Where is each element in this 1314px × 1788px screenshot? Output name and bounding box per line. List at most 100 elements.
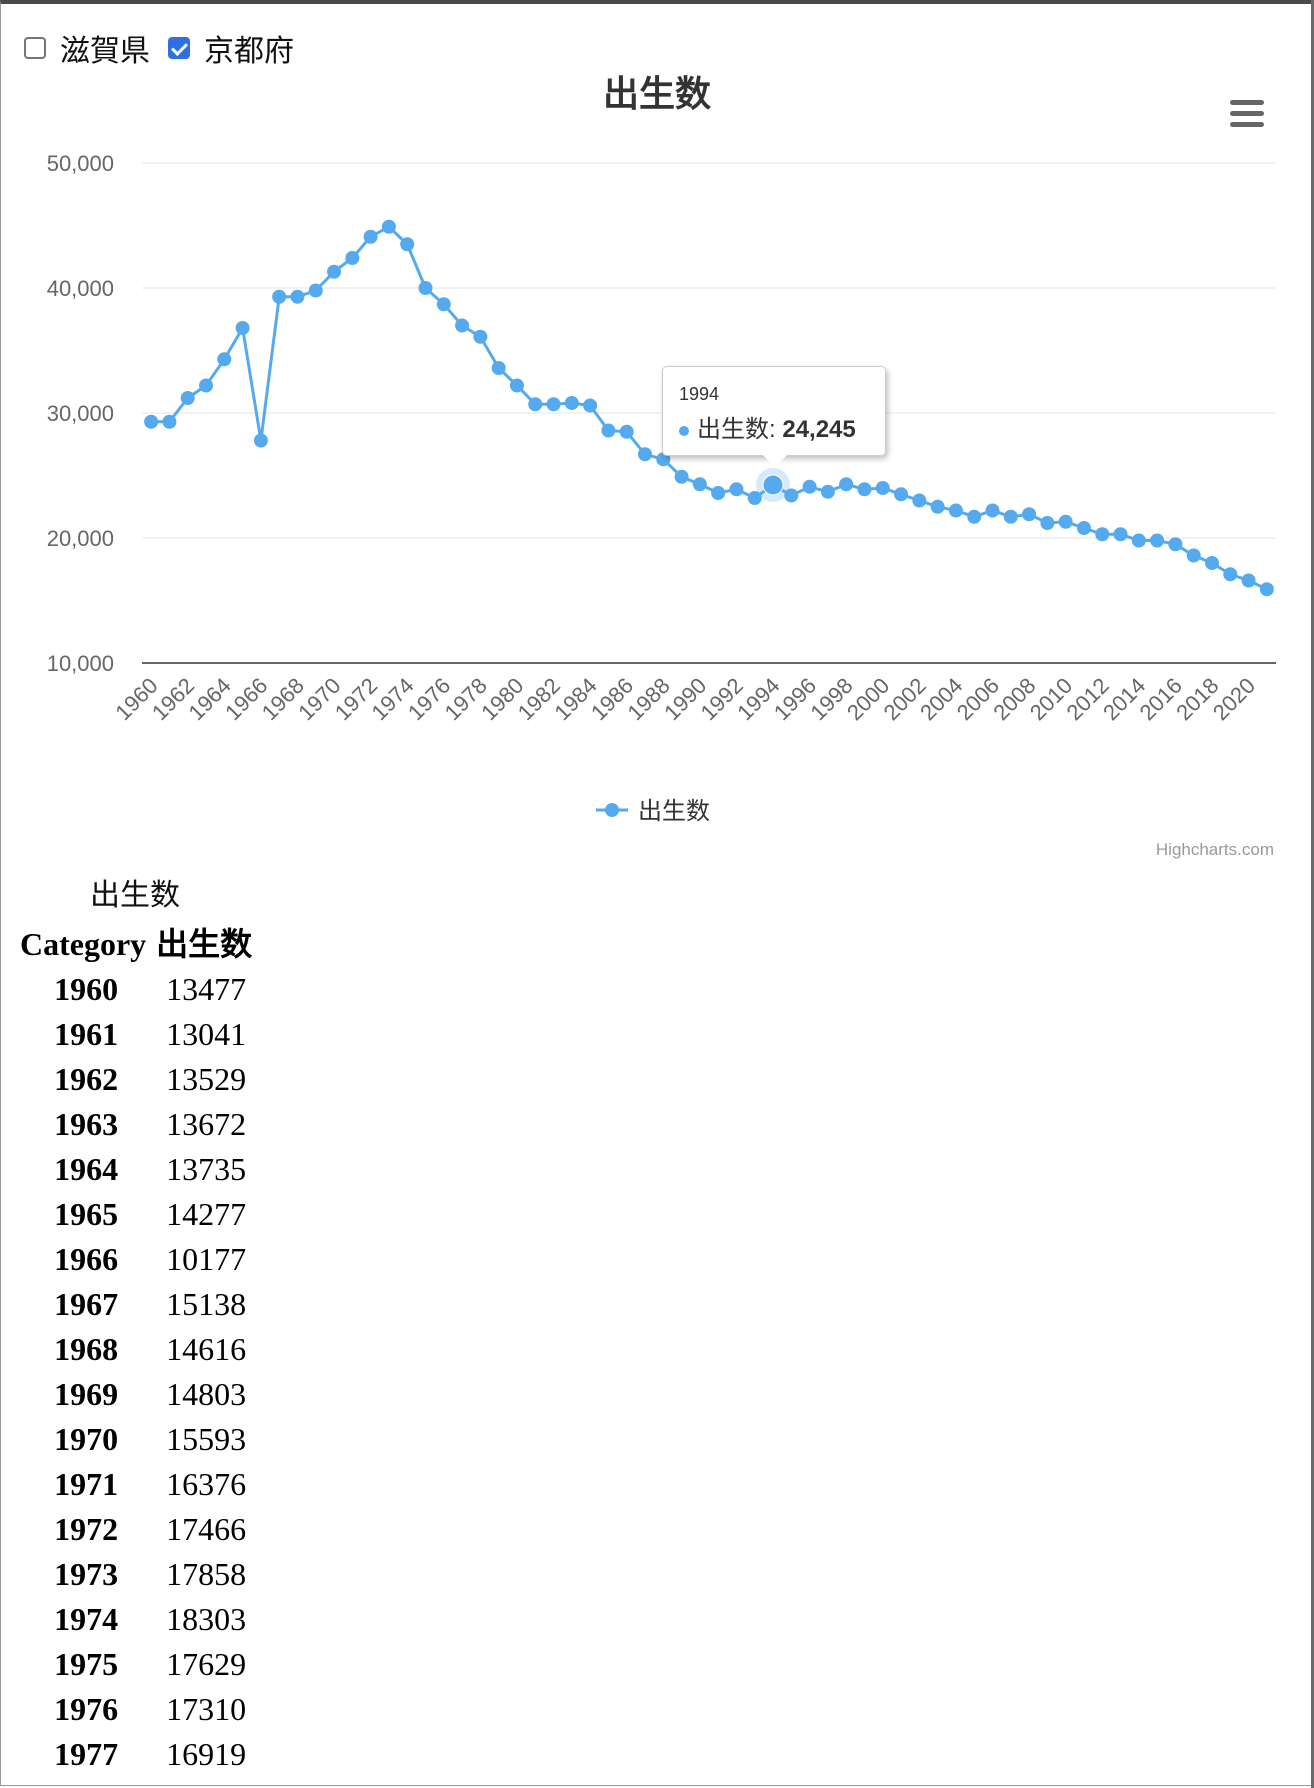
table-row: 1970 15593 <box>18 1417 260 1462</box>
table-row-births: 10177 <box>166 1241 247 1277</box>
table-row: 1963 13672 <box>18 1102 260 1147</box>
kyoto-checkbox[interactable] <box>168 37 190 59</box>
data-point <box>875 481 890 495</box>
highcharts-credits-link[interactable]: Highcharts.com <box>1155 840 1274 859</box>
data-point <box>784 488 799 503</box>
table-row-year: 1970 <box>54 1421 119 1457</box>
data-point <box>930 499 945 514</box>
table-row-births: 13672 <box>166 1106 247 1142</box>
data-point <box>1076 521 1091 535</box>
table-caption: 出生数 <box>90 878 180 913</box>
data-point <box>948 503 963 518</box>
table-row-births: 14616 <box>166 1331 247 1367</box>
data-point <box>253 433 268 448</box>
table-row: 1964 13735 <box>18 1147 260 1192</box>
data-point <box>1040 516 1055 530</box>
data-point <box>912 493 927 508</box>
table-row-year: 1965 <box>54 1196 119 1232</box>
table-row-year: 1968 <box>54 1331 119 1367</box>
data-point <box>1003 509 1018 524</box>
table-row-births: 14277 <box>166 1196 247 1232</box>
tooltip-series-dot <box>679 425 689 436</box>
data-point <box>327 264 342 279</box>
data-point <box>455 318 470 333</box>
table-row: 1962 13529 <box>18 1057 260 1102</box>
y-tick-label: 50,000 <box>47 151 114 176</box>
data-point <box>985 503 1000 518</box>
table-row-year: 1960 <box>54 971 119 1007</box>
shiga-checkbox[interactable] <box>24 37 46 59</box>
data-point <box>1259 582 1274 597</box>
y-tick-label: 20,000 <box>47 526 114 551</box>
data-point <box>802 479 817 494</box>
data-point <box>436 297 451 312</box>
data-point <box>509 378 524 393</box>
tooltip-arrow <box>763 455 787 467</box>
table-row-births: 15593 <box>166 1421 247 1457</box>
data-point <box>729 482 744 497</box>
table-row: 1976 17310 <box>18 1687 260 1732</box>
table-row-year: 1972 <box>54 1511 119 1547</box>
data-point <box>1223 567 1238 582</box>
table-row-births: 13477 <box>166 971 247 1007</box>
x-tick-label: 2020 <box>1208 673 1260 725</box>
data-point <box>217 352 232 367</box>
table-row-year: 1971 <box>54 1466 119 1502</box>
data-point <box>839 477 854 492</box>
table-row-births: 17858 <box>166 1556 247 1592</box>
data-point <box>674 469 689 484</box>
table-row-year: 1977 <box>54 1736 119 1772</box>
kyoto-label[interactable]: 京都府 <box>204 34 294 69</box>
table-row-year: 1964 <box>54 1151 119 1187</box>
y-tick-label: 40,000 <box>47 276 114 301</box>
data-point <box>290 289 305 304</box>
data-point <box>1186 548 1201 563</box>
data-point <box>692 477 707 492</box>
table-row: 1960 13477 <box>18 967 260 1012</box>
legend-marker <box>605 803 619 817</box>
data-point <box>619 424 634 439</box>
chart-menu-button[interactable] <box>1230 100 1266 134</box>
table-row-year: 1974 <box>54 1601 119 1637</box>
tooltip-series-name: 出生数 <box>697 416 769 443</box>
prefecture-option-shiga[interactable]: 滋賀県 <box>24 26 150 70</box>
table-row-year: 1962 <box>54 1061 119 1097</box>
prefecture-selector: 滋賀県 京都府 <box>24 26 312 70</box>
data-point <box>1204 556 1219 570</box>
prefecture-option-kyoto[interactable]: 京都府 <box>168 26 294 70</box>
table-row: 1974 18303 <box>18 1597 260 1642</box>
data-point <box>473 329 488 344</box>
data-point <box>894 487 909 502</box>
data-point <box>1095 527 1110 542</box>
y-tick-label: 30,000 <box>47 401 114 426</box>
table-row: 1967 15138 <box>18 1282 260 1327</box>
data-point <box>363 229 378 244</box>
legend-label: 出生数 <box>638 797 710 825</box>
table-row-births: 15138 <box>166 1286 247 1322</box>
data-point <box>308 283 323 298</box>
hamburger-icon-bar <box>1230 111 1264 116</box>
shiga-label[interactable]: 滋賀県 <box>60 34 150 69</box>
data-point <box>418 281 433 295</box>
table-row-births: 17466 <box>166 1511 247 1547</box>
table-row: 1975 17629 <box>18 1642 260 1687</box>
data-point <box>491 361 506 375</box>
data-point <box>857 482 872 497</box>
data-point <box>1058 514 1073 529</box>
data-point <box>820 484 835 499</box>
data-point <box>235 321 250 335</box>
data-point <box>1241 573 1256 588</box>
tooltip-category: 1994 <box>679 384 720 404</box>
births-line-chart: 出生数10,00020,00030,00040,00050,0001960196… <box>47 74 1276 825</box>
data-point <box>601 423 616 438</box>
table-row-births: 18303 <box>166 1601 247 1637</box>
hamburger-icon-bar <box>1230 122 1264 127</box>
table-row-year: 1969 <box>54 1376 119 1412</box>
chart-tooltip: 1994 出生数: 24,245 <box>662 366 886 467</box>
data-point <box>144 414 159 429</box>
hamburger-icon <box>1230 100 1264 105</box>
data-point <box>747 491 762 505</box>
data-table: Category 出生数 1960 13477 1961 13041 1962 13529… <box>18 922 260 1777</box>
table-row: 1971 16376 <box>18 1462 260 1507</box>
data-point <box>711 486 726 500</box>
